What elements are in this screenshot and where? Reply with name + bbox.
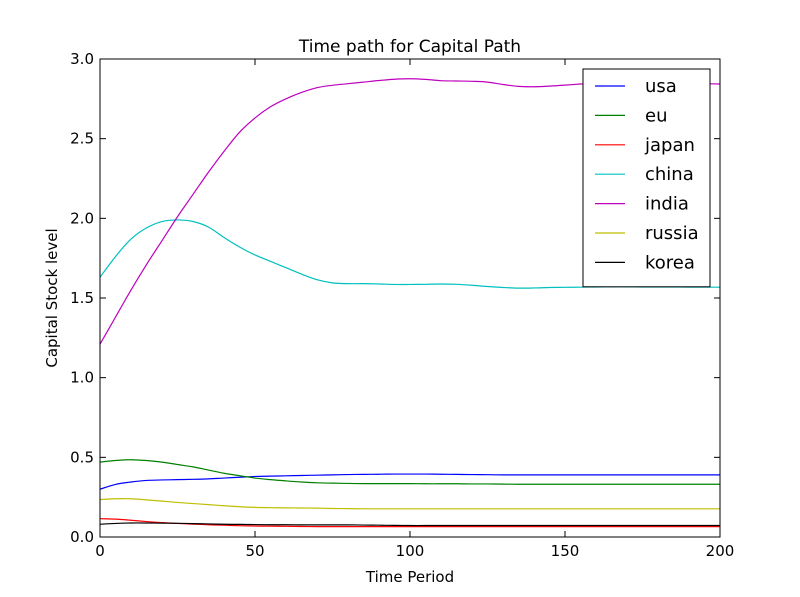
y-axis-label: Capital Stock level bbox=[43, 228, 61, 367]
x-tick-label: 200 bbox=[706, 542, 735, 560]
series-layer bbox=[99, 78, 721, 528]
y-tick-label: 2.0 bbox=[70, 209, 94, 227]
legend-label-russia: russia bbox=[645, 223, 699, 244]
y-tick-label: 0.0 bbox=[70, 528, 94, 546]
x-tick-label: 0 bbox=[95, 542, 105, 560]
y-tick-label: 1.5 bbox=[70, 289, 94, 307]
series-line-russia bbox=[99, 498, 720, 510]
x-tick-label: 150 bbox=[551, 542, 580, 560]
legend-label-india: india bbox=[645, 194, 689, 215]
legend-label-usa: usa bbox=[645, 76, 677, 97]
y-tick-label: 0.5 bbox=[70, 448, 94, 466]
series-line-korea bbox=[99, 522, 720, 527]
series-line-japan bbox=[99, 518, 720, 528]
y-tick-label: 3.0 bbox=[70, 50, 94, 68]
legend-label-eu: eu bbox=[645, 105, 667, 126]
y-tick-label: 2.5 bbox=[70, 130, 94, 148]
series-line-eu bbox=[99, 459, 720, 485]
x-axis-label: Time Period bbox=[365, 568, 454, 586]
legend-label-korea: korea bbox=[645, 252, 695, 273]
x-tick-label: 50 bbox=[245, 542, 264, 560]
tick-layer: 0 50 100 150 200 0.0 0.5 1.0 1.5 2.0 2.5 3.0 bbox=[70, 50, 734, 560]
legend-label-japan: japan bbox=[644, 135, 695, 156]
y-tick-label: 1.0 bbox=[70, 369, 94, 387]
x-tick-label: 100 bbox=[396, 542, 425, 560]
legend-box bbox=[582, 68, 711, 288]
chart-title: Time path for Capital Path bbox=[298, 37, 521, 57]
legend: usa eu japan china india russia korea bbox=[582, 68, 711, 288]
plot-frame bbox=[99, 58, 721, 538]
series-line-usa bbox=[99, 473, 720, 490]
legend-label-china: china bbox=[645, 164, 694, 185]
